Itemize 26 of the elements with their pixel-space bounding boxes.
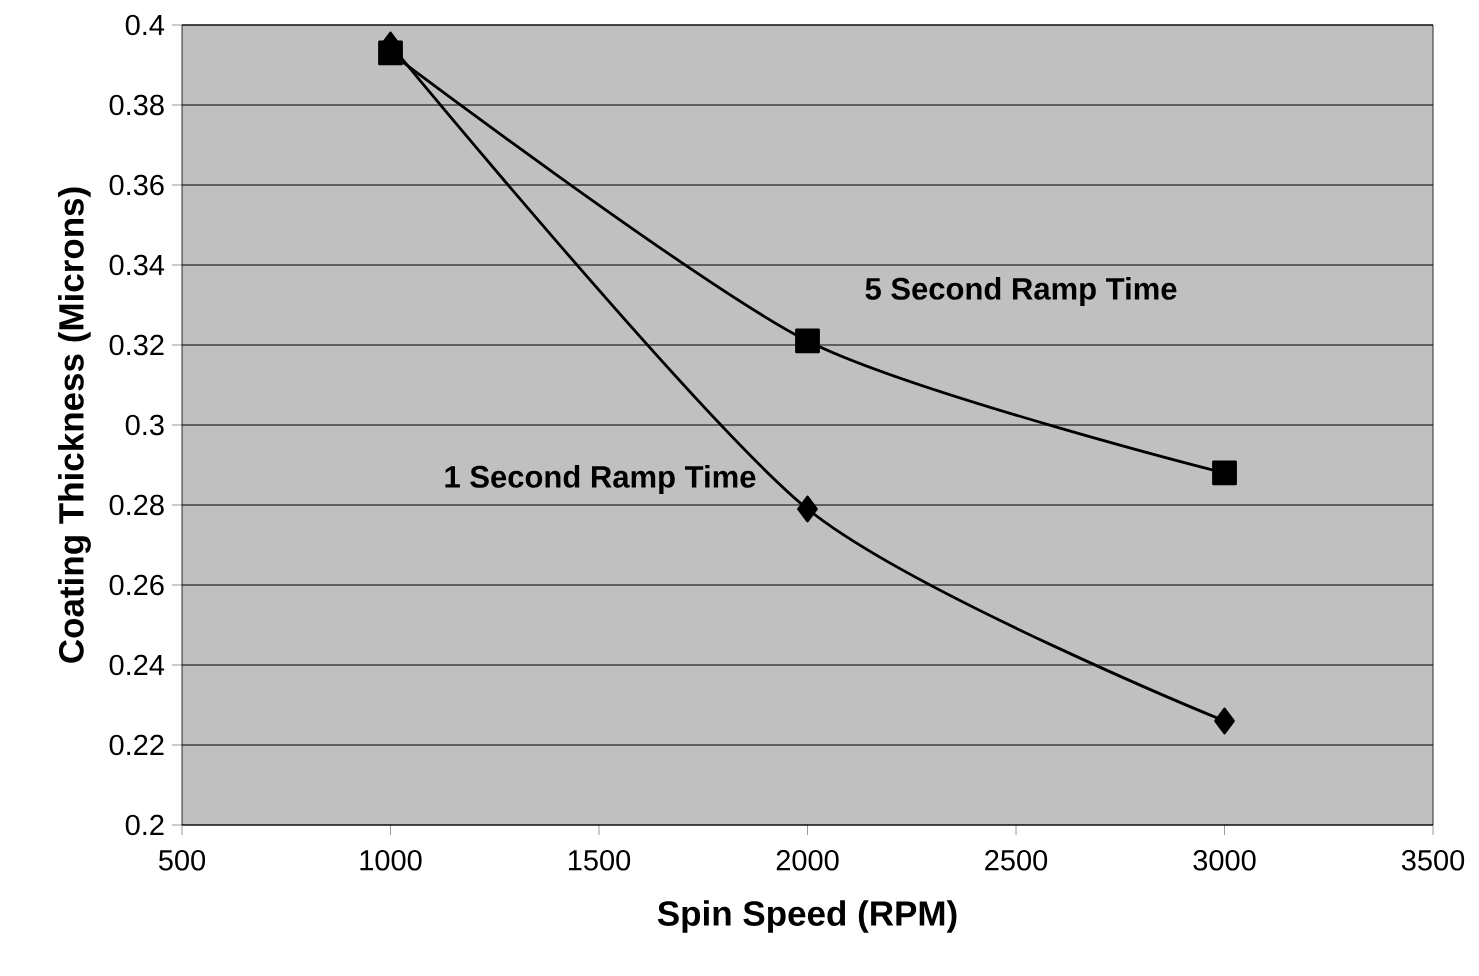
series-label: 1 Second Ramp Time (445, 465, 756, 494)
point (797, 495, 818, 523)
y-tick-label: 0.22 (109, 734, 164, 756)
x-tick-label: 2000 (776, 850, 839, 871)
x-tick-label: 3500 (1401, 850, 1465, 871)
x-tick-label: 1000 (360, 850, 422, 871)
y-tick-label: 0.36 (109, 174, 164, 196)
x-tick-label: 1500 (568, 850, 631, 871)
y-tick-label: 0.26 (109, 574, 164, 596)
y-tick-label: 0.4 (125, 14, 165, 36)
y-tick-label: 0.32 (109, 334, 164, 356)
y-tick-label: 0.38 (109, 94, 164, 116)
point (795, 328, 820, 354)
series-label: 5 Second Ramp Time (865, 277, 1177, 306)
y-axis-title: Coating Thickness (Microns) (58, 187, 91, 663)
x-tick-label: 2500 (985, 850, 1048, 871)
point (1212, 460, 1237, 486)
y-tick-label: 0.28 (109, 494, 164, 516)
y-tick-label: 0.24 (109, 654, 165, 676)
point (1214, 707, 1235, 735)
y-tick-label: 0.34 (109, 254, 165, 276)
y-tick-label: 0.3 (125, 414, 164, 436)
x-axis-title: Spin Speed (RPM) (657, 900, 957, 933)
x-tick-label: 500 (158, 850, 206, 871)
x-tick-label: 3000 (1193, 850, 1256, 871)
y-tick-label: 0.2 (125, 814, 164, 836)
